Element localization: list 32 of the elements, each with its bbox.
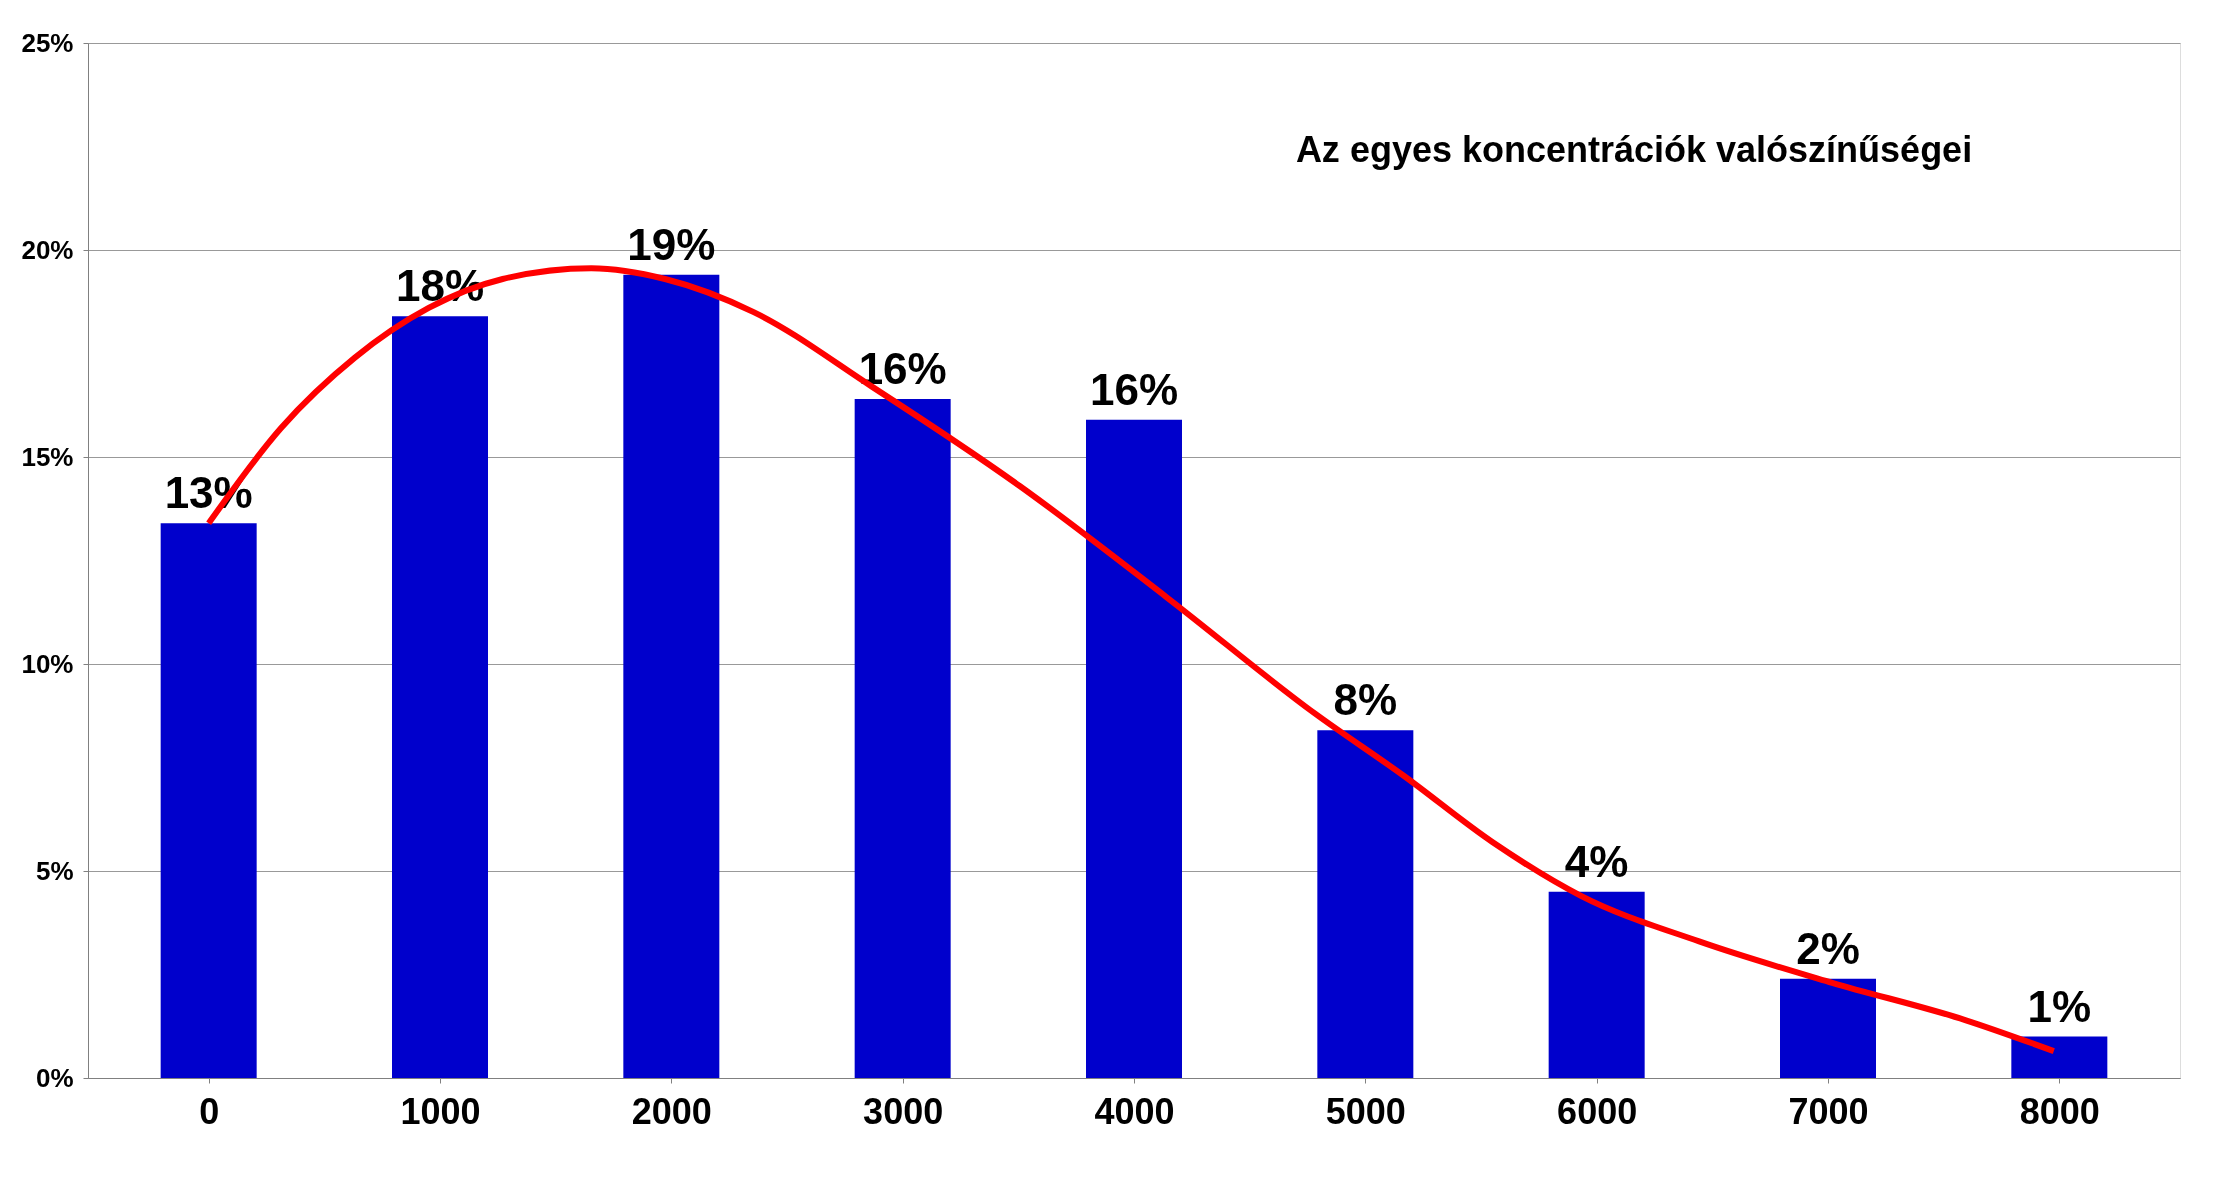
bar	[854, 399, 951, 1078]
data-label: 8%	[1333, 675, 1398, 725]
text: Az egyes koncentrációk valószínűségei	[1295, 129, 1973, 170]
bar	[392, 316, 488, 1078]
x-tick-label: 2000	[631, 1090, 712, 1132]
bar	[623, 274, 720, 1078]
x-tick-label: 4000	[1094, 1090, 1175, 1132]
x-tick-label: 8000	[2019, 1090, 2100, 1132]
x-tick-label: 7000	[1788, 1090, 1869, 1132]
x-tick-label: 3000	[863, 1090, 944, 1132]
bar	[1317, 730, 1414, 1078]
data-label: 2%	[1796, 923, 1860, 973]
data-label: 16%	[858, 344, 947, 394]
bar	[1548, 891, 1645, 1078]
y-tick-label: 25%	[21, 27, 74, 58]
bar	[1780, 978, 1876, 1078]
x-tick-label: 5000	[1325, 1090, 1406, 1132]
bar	[1086, 419, 1182, 1078]
y-tick-label: 0%	[35, 1062, 74, 1093]
data-label: 1%	[2027, 981, 2092, 1031]
data-label: 19%	[627, 219, 716, 269]
y-tick-label: 5%	[35, 855, 74, 886]
y-tick-label: 20%	[21, 234, 74, 265]
data-label: 4%	[1564, 836, 1629, 886]
x-tick-label: 1000	[400, 1090, 481, 1132]
data-label: 16%	[1089, 364, 1179, 414]
y-tick-label: 10%	[21, 648, 74, 679]
y-tick-label: 15%	[21, 441, 74, 472]
bar	[160, 523, 257, 1078]
bar	[2011, 1036, 2108, 1078]
x-tick-label: 0	[199, 1090, 220, 1132]
x-tick-label: 6000	[1557, 1090, 1638, 1132]
